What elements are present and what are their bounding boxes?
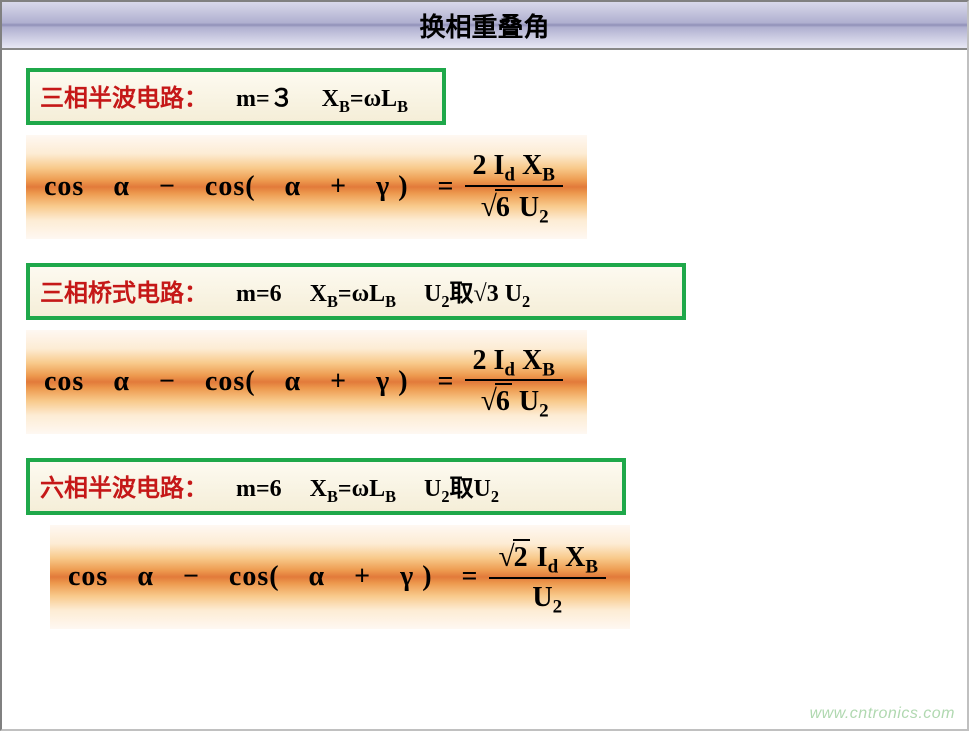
fraction-denominator: 6 U2 [471,189,557,225]
formula: cos α − cos( α + γ ) = 2 Id XB 6 U2 [26,135,587,239]
section-params: m=３XB=ωLB [236,78,408,113]
formula-lhs: cos α − cos( α + γ ) = [44,171,455,203]
fraction-bar [465,185,563,187]
fraction-denominator: 6 U2 [471,383,557,419]
formula-lhs: cos α − cos( α + γ ) = [44,366,455,398]
formula: cos α − cos( α + γ ) = 2 Id XB U2 [50,525,630,629]
section-label: 三相半波电路： [40,78,208,113]
page-title: 换相重叠角 [2,2,967,50]
section-header: 三相半波电路： m=３XB=ωLB [26,68,446,125]
fraction-bar [465,379,563,381]
section-label: 三相桥式电路： [40,273,208,308]
fraction-numerator: 2 Id XB [465,149,563,183]
formula-fraction: 2 Id XB U2 [489,539,607,615]
fraction-numerator: 2 Id XB [465,344,563,378]
formula-fraction: 2 Id XB 6 U2 [465,149,563,225]
formula: cos α − cos( α + γ ) = 2 Id XB 6 U2 [26,330,587,434]
slide-content: 三相半波电路： m=３XB=ωLB cos α − cos( α + γ ) = 2 … [2,50,967,671]
section-header: 六相半波电路： m=6XB=ωLBU2取U2 [26,458,626,515]
section-params: m=6XB=ωLBU2取U2 [236,468,499,503]
formula-fraction: 2 Id XB 6 U2 [465,344,563,420]
slide: 换相重叠角 三相半波电路： m=３XB=ωLB cos α − cos( α + γ… [0,0,969,731]
section-params: m=6XB=ωLBU2取√3 U2 [236,273,530,308]
formula-lhs: cos α − cos( α + γ ) = [68,561,479,593]
fraction-denominator: U2 [524,581,570,615]
fraction-numerator: 2 Id XB [489,539,607,575]
section-header: 三相桥式电路： m=6XB=ωLBU2取√3 U2 [26,263,686,320]
fraction-bar [489,577,607,579]
watermark-text: www.cntronics.com [810,705,955,723]
section-label: 六相半波电路： [40,468,208,503]
